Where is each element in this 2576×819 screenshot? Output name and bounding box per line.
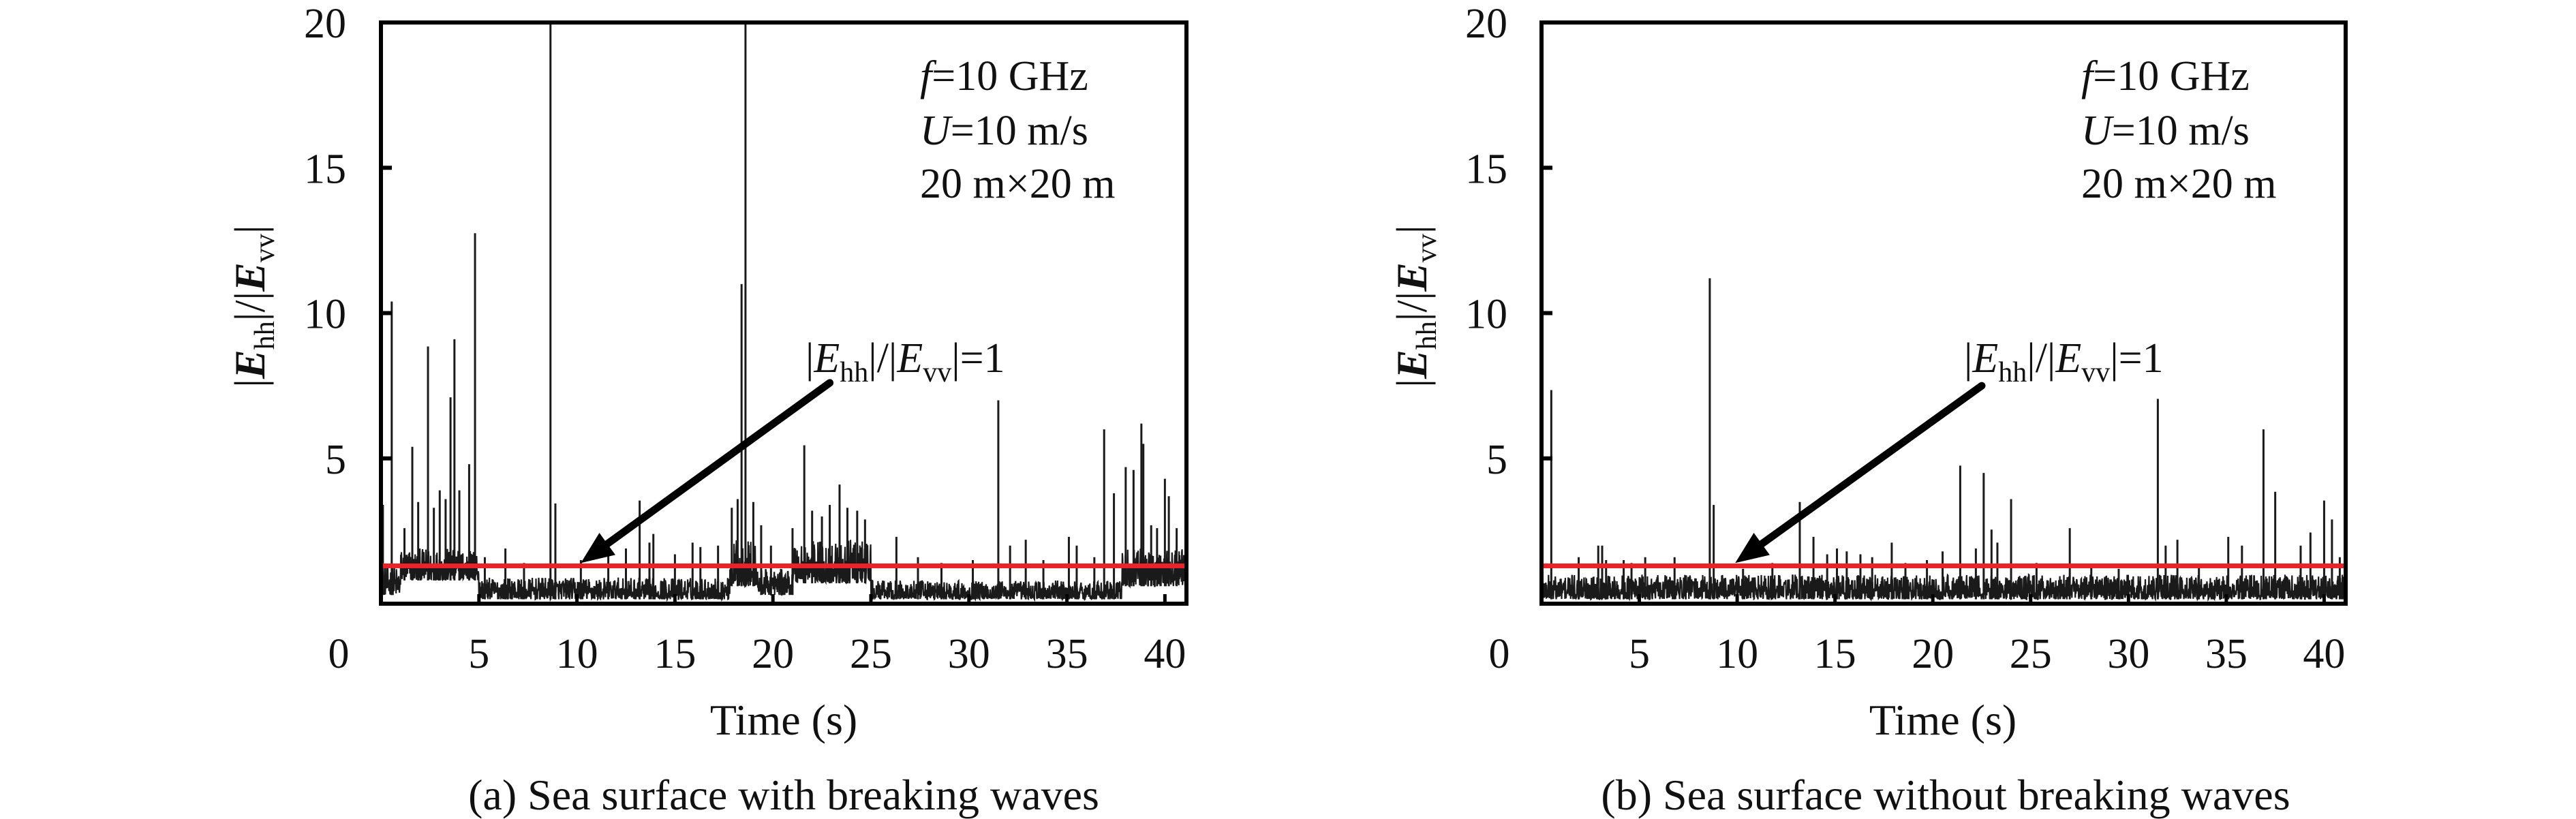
annotation-freq-a: f=10 GHz [920,53,1088,99]
annotation-size-a: 20 m×20 m [920,161,1115,207]
annotation-freq-b: f=10 GHz [2081,53,2250,99]
x-tick-label: 40 [1144,631,1186,677]
reference-label-b: |Ehh|/|Evv|=1 [1964,335,2164,388]
series-b [1540,278,2347,602]
arrow-head [581,532,615,563]
y-axis-label-a: |Ehh|/|Evv| [226,225,281,387]
y-tick-label: 5 [325,437,346,483]
arrow-shaft [603,379,834,548]
x-ticks-a: 0 5 10 15 20 25 30 35 40 [328,594,1186,677]
caption-a: (a) Sea surface with breaking waves [468,771,1099,819]
x-tick-label: 15 [654,631,696,677]
origin-tick-label: 0 [328,631,350,677]
y-axis-label-b: |Ehh|/|Evv| [1387,225,1443,387]
annotation-wind-b: U=10 m/s [2081,108,2250,154]
y-tick-label: 15 [304,146,346,192]
y-tick-label: 10 [304,292,346,338]
panel-a: |Ehh|/|Evv| f=10 GHz U=10 m/s 20 m×20 m … [226,1,1189,819]
x-axis-title-a: Time (s) [710,696,857,744]
x-tick-label: 20 [752,631,794,677]
y-tick-label: 20 [1465,1,1507,47]
x-tick-label: 10 [556,631,598,677]
panel-b: |Ehh|/|Evv| f=10 GHz U=10 m/s 20 m×20 m … [1387,1,2348,819]
y-ticks-b: 5 10 15 20 [1465,1,1552,483]
x-tick-label: 30 [948,631,990,677]
x-tick-label: 5 [1629,631,1650,677]
y-tick-label: 5 [1486,437,1507,483]
arrow-head [1735,533,1770,563]
origin-tick-label: 0 [1489,631,1510,677]
x-tick-label: 5 [468,631,489,677]
x-tick-label: 25 [2010,631,2052,677]
x-tick-label: 35 [2205,631,2248,677]
arrow-b [1735,382,1986,563]
x-ticks-b: 0 5 10 15 20 25 30 35 40 [1489,594,2345,677]
arrow-a [581,379,834,563]
annotation-size-b: 20 m×20 m [2081,161,2276,207]
y-ticks-a: 5 10 15 20 [304,1,392,483]
caption-b: (b) Sea surface without breaking waves [1601,771,2290,819]
y-tick-label: 15 [1465,146,1507,192]
y-tick-label: 20 [304,1,346,47]
x-tick-label: 20 [1912,631,1954,677]
x-tick-label: 35 [1046,631,1088,677]
x-tick-label: 25 [850,631,892,677]
x-tick-label: 40 [2303,631,2345,677]
series-noise-line [380,540,1188,602]
arrow-shaft [1758,382,1986,548]
y-tick-label: 10 [1465,292,1507,338]
x-tick-label: 10 [1716,631,1758,677]
annotation-wind-a: U=10 m/s [920,108,1088,154]
reference-label-a: |Ehh|/|Evv|=1 [806,335,1005,388]
x-tick-label: 15 [1814,631,1856,677]
x-axis-title-b: Time (s) [1869,696,2017,744]
x-tick-label: 30 [2107,631,2149,677]
